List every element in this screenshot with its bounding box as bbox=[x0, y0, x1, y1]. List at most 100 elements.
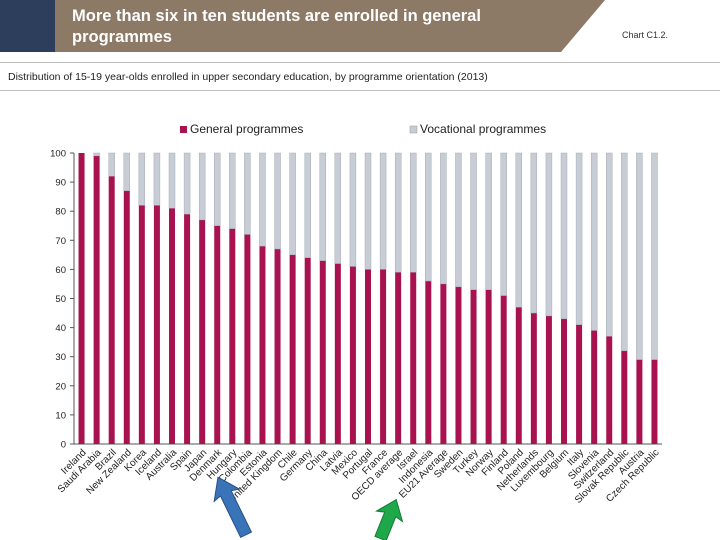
legend-swatch-vocational bbox=[409, 125, 418, 134]
bar-vocational bbox=[168, 152, 176, 209]
bar-vocational bbox=[560, 152, 568, 320]
bar-general bbox=[138, 205, 145, 444]
bar-vocational bbox=[93, 152, 100, 157]
bar-vocational bbox=[108, 152, 115, 177]
bar-general bbox=[274, 249, 281, 444]
arrow-blue-icon bbox=[213, 476, 252, 539]
y-tick-label: 60 bbox=[55, 265, 66, 276]
bar-vocational bbox=[394, 152, 402, 273]
bar-vocational bbox=[138, 152, 146, 206]
bar-general bbox=[153, 205, 160, 444]
bar-vocational bbox=[455, 152, 462, 288]
bar-general bbox=[395, 272, 402, 444]
y-tick-label: 20 bbox=[55, 381, 66, 392]
bar-vocational bbox=[349, 152, 357, 267]
bar-vocational bbox=[364, 152, 372, 270]
bar-general bbox=[515, 307, 522, 444]
bar-vocational bbox=[214, 152, 221, 226]
bar-vocational bbox=[244, 152, 251, 235]
y-tick-label: 40 bbox=[55, 323, 66, 334]
bar-general bbox=[455, 286, 462, 444]
bar-general bbox=[349, 266, 356, 444]
y-tick-label: 10 bbox=[55, 410, 66, 421]
bar-vocational bbox=[183, 152, 191, 215]
bar-general bbox=[108, 176, 115, 444]
header-corner-block bbox=[0, 0, 55, 52]
bar-general bbox=[334, 263, 341, 444]
bar-vocational bbox=[153, 152, 161, 206]
bar-vocational bbox=[289, 152, 296, 256]
y-tick-label: 90 bbox=[55, 178, 66, 189]
legend-label-general: General programmes bbox=[190, 122, 303, 136]
legend-label-vocational: Vocational programmes bbox=[420, 122, 546, 136]
bar-vocational bbox=[545, 152, 553, 317]
bar-vocational bbox=[379, 152, 387, 270]
chart-reference: Chart C1.2. bbox=[621, 30, 668, 40]
title-banner bbox=[55, 0, 605, 52]
y-tick-label: 0 bbox=[61, 440, 66, 451]
bar-vocational bbox=[515, 152, 522, 308]
bar-vocational bbox=[229, 152, 236, 229]
bar-vocational bbox=[440, 152, 447, 285]
bar-general bbox=[214, 225, 221, 444]
bar-general bbox=[365, 269, 371, 444]
bar-vocational bbox=[319, 152, 326, 261]
bar-vocational bbox=[500, 152, 507, 296]
bar-vocational bbox=[259, 152, 266, 247]
bar-general bbox=[576, 324, 583, 444]
bar-general bbox=[319, 260, 326, 444]
bar-general bbox=[530, 313, 537, 444]
bar-vocational bbox=[651, 152, 658, 360]
bar-vocational bbox=[334, 152, 342, 264]
y-tick-label: 100 bbox=[50, 149, 66, 160]
divider-bottom bbox=[0, 90, 720, 91]
bar-general bbox=[500, 295, 507, 444]
page-title: More than six in ten students are enroll… bbox=[72, 7, 481, 46]
y-tick-label: 80 bbox=[55, 207, 66, 218]
bar-vocational bbox=[636, 152, 643, 360]
bar-vocational bbox=[485, 152, 492, 290]
bar-vocational bbox=[575, 152, 583, 325]
bar-general bbox=[123, 190, 130, 444]
bar-general bbox=[636, 359, 643, 444]
legend-swatch-general bbox=[180, 126, 187, 133]
bar-vocational bbox=[123, 152, 130, 192]
y-tick-label: 70 bbox=[55, 236, 66, 247]
arrow-green-icon bbox=[374, 498, 404, 540]
bar-general bbox=[78, 153, 85, 444]
bar-general bbox=[485, 289, 492, 444]
bar-general bbox=[591, 330, 598, 444]
bar-general bbox=[184, 214, 191, 444]
bar-general bbox=[380, 269, 387, 444]
bar-vocational bbox=[304, 152, 311, 258]
bar-general bbox=[470, 289, 477, 444]
bar-general bbox=[410, 272, 417, 444]
bar-vocational bbox=[198, 152, 206, 221]
bar-general bbox=[606, 336, 613, 444]
bar-vocational bbox=[274, 152, 281, 250]
bar-general bbox=[425, 281, 432, 444]
bar-general bbox=[621, 350, 628, 444]
bar-general bbox=[244, 234, 251, 444]
bar-vocational bbox=[470, 152, 477, 290]
bar-vocational bbox=[410, 152, 417, 273]
stacked-bar-chart: General programmes Vocational programmes 0… bbox=[50, 122, 662, 506]
bar-general bbox=[304, 257, 311, 444]
bar-vocational bbox=[425, 152, 432, 282]
bar-general bbox=[651, 359, 658, 444]
bar-vocational bbox=[606, 152, 613, 337]
divider-top bbox=[0, 62, 720, 63]
bar-general bbox=[93, 155, 100, 444]
bar-vocational bbox=[530, 152, 538, 314]
bar-general bbox=[440, 283, 447, 444]
bar-general bbox=[545, 315, 552, 444]
bar-vocational bbox=[621, 152, 628, 352]
bar-general bbox=[561, 318, 567, 444]
bar-general bbox=[259, 246, 266, 444]
y-tick-label: 30 bbox=[55, 352, 66, 363]
y-tick-label: 50 bbox=[55, 294, 66, 305]
bar-general bbox=[199, 219, 206, 444]
bar-general bbox=[169, 208, 175, 444]
bar-vocational bbox=[590, 152, 598, 331]
chart-subtitle: Distribution of 15-19 year-olds enrolled… bbox=[8, 71, 488, 83]
